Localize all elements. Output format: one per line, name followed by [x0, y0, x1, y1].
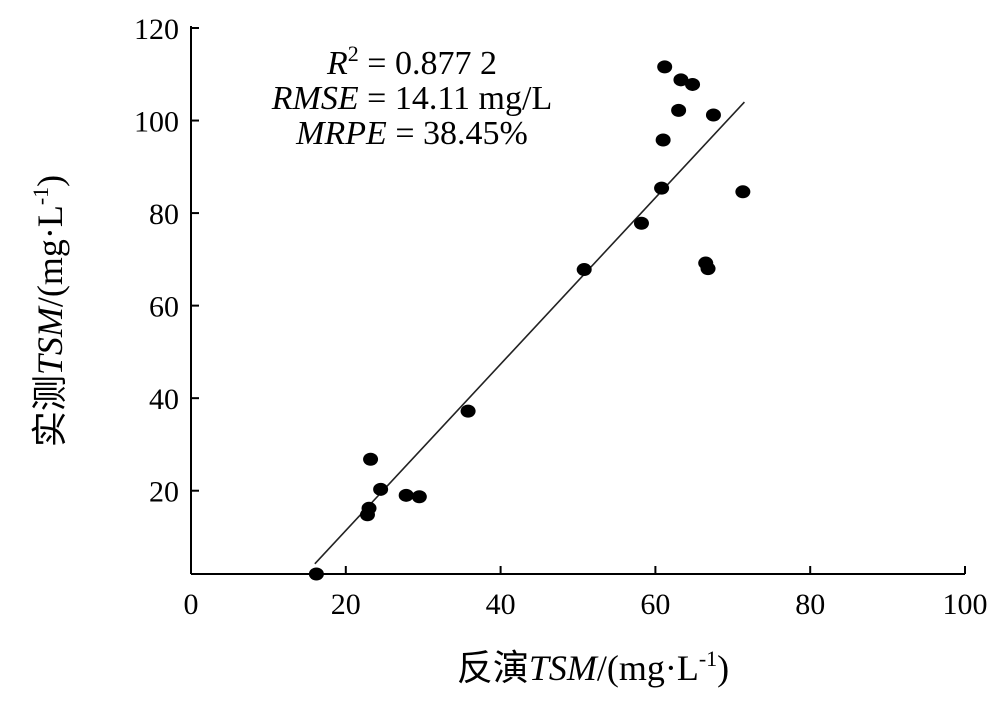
x-tick-label: 0 [184, 588, 199, 621]
data-point [700, 262, 716, 276]
axis-title-unit: /(mg·L [30, 205, 70, 307]
data-point [735, 185, 751, 199]
data-point [361, 501, 377, 515]
data-point [655, 133, 671, 147]
axis-title-unit-sup: -1 [28, 187, 53, 205]
data-point [576, 263, 592, 277]
axis-title-prefix: 反演 [457, 648, 529, 688]
data-point [671, 103, 687, 117]
x-tick-label: 80 [795, 588, 825, 621]
data-point [685, 77, 701, 91]
data-point [705, 108, 721, 122]
y-tick-label: 40 [149, 383, 179, 416]
y-axis-title: 实测TSM/(mg·L-1) [28, 175, 70, 447]
data-point [363, 452, 379, 466]
data-point [308, 567, 324, 581]
data-point [411, 490, 427, 504]
y-tick-label: 60 [149, 291, 179, 324]
annotation-var: R [326, 45, 348, 82]
y-tick-label: 120 [134, 13, 179, 46]
x-tick-label: 20 [331, 588, 361, 621]
axis-title-var: TSM [529, 648, 599, 688]
data-point [398, 488, 414, 502]
annotation-sup: 2 [348, 41, 359, 66]
annotation-line: MRPE = 38.45% [295, 115, 528, 152]
data-point [657, 60, 673, 74]
data-point [633, 216, 649, 230]
x-tick-label: 100 [943, 588, 988, 621]
annotation-value: = 38.45% [387, 115, 528, 152]
annotation-line: R2 = 0.877 2 [326, 41, 497, 82]
data-point [460, 404, 476, 418]
y-tick-label: 20 [149, 476, 179, 509]
axis-title-unit: /(mg·L [597, 648, 699, 688]
annotation-line: RMSE = 14.11 mg/L [271, 80, 552, 117]
y-tick-label: 100 [134, 106, 179, 139]
x-axis-title: 反演TSM/(mg·L-1) [457, 646, 729, 688]
data-points [308, 60, 751, 581]
x-tick-label: 60 [640, 588, 670, 621]
data-point [673, 73, 689, 87]
data-point [373, 482, 389, 496]
x-tick-label: 40 [486, 588, 516, 621]
axis-title-prefix: 实测 [30, 375, 70, 447]
annotation-var: MRPE [295, 115, 387, 152]
y-tick-label: 80 [149, 198, 179, 231]
axis-title-unit-close: ) [30, 175, 70, 187]
annotation-value: = 14.11 mg/L [359, 80, 553, 117]
axis-title-unit-close: ) [717, 648, 729, 688]
annotation-var: RMSE [271, 80, 359, 117]
axis-title-var: TSM [30, 305, 70, 375]
axes: 0 20 40 60 80 100 20 40 60 80 100 120 [134, 13, 988, 621]
axis-title-unit-sup: -1 [699, 646, 717, 671]
axis-titles: 反演TSM/(mg·L-1)实测TSM/(mg·L-1) [28, 175, 729, 688]
data-point [654, 181, 670, 195]
annotation-value: = 0.877 2 [359, 45, 497, 82]
